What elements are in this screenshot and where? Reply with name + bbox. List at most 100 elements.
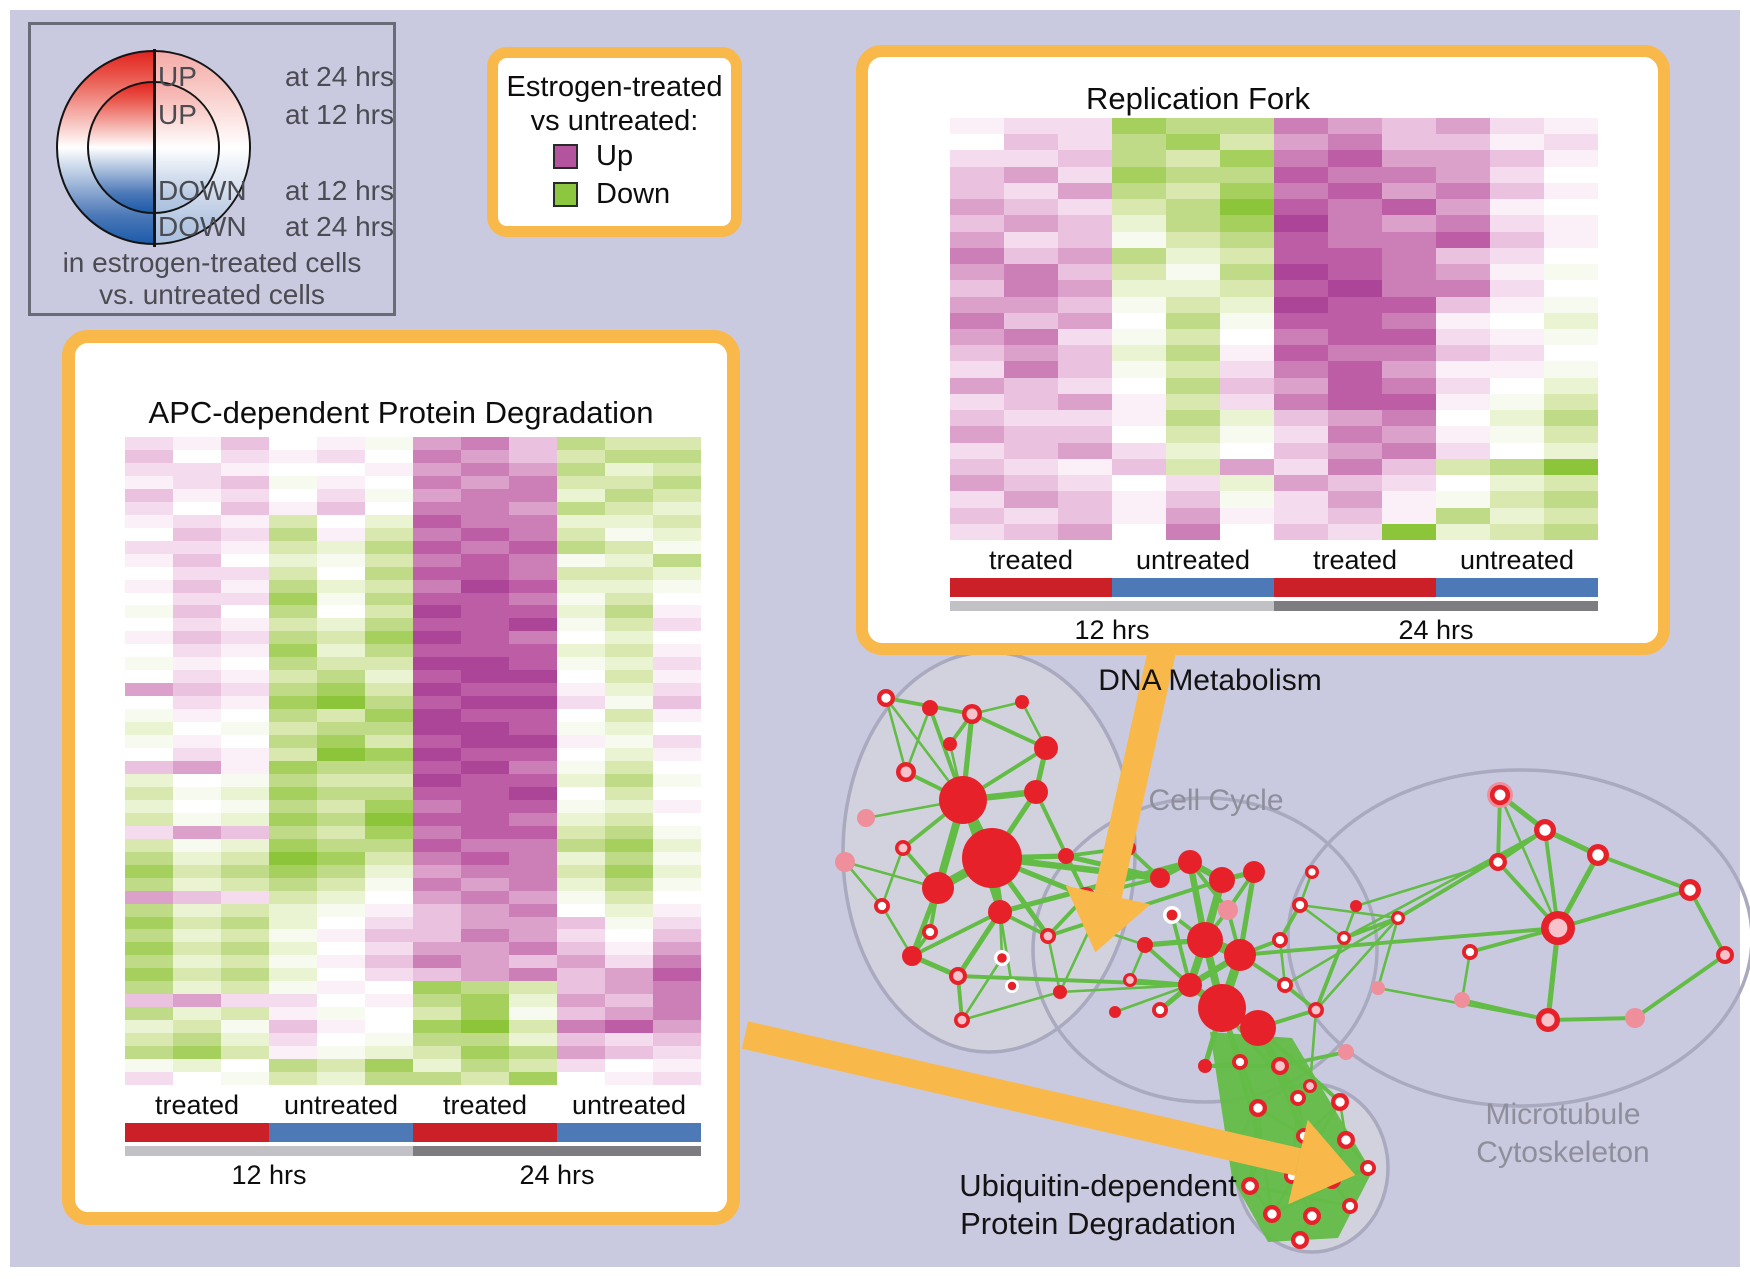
heatmap-cell (461, 851, 509, 865)
heatmap-cell (557, 1059, 605, 1073)
heatmap-cell (269, 709, 317, 723)
heatmap-cell (317, 851, 365, 865)
heatmap-cell (461, 761, 509, 774)
heatmap-cell (557, 501, 605, 515)
heatmap-cell (413, 566, 461, 580)
heatmap-cell (317, 942, 365, 956)
heatmap-cell (1004, 393, 1058, 411)
heatmap-cell (1544, 426, 1598, 443)
heatmap-cell (605, 657, 653, 671)
heatmap-cell (365, 696, 413, 710)
heatmap-cell (605, 942, 653, 956)
heatmap-cell (365, 748, 413, 761)
heatmap-cell (605, 968, 653, 982)
heatmap-cell (173, 605, 221, 619)
heatmap-cell (269, 437, 317, 450)
heatmap-cell (509, 955, 557, 969)
apc-condition-bars (125, 1123, 701, 1142)
heatmap-cell (269, 916, 317, 930)
heatmap-cell (605, 955, 653, 969)
heatmap-cell (1328, 377, 1382, 394)
heatmap-cell (1382, 507, 1436, 524)
heatmap-cell (461, 449, 509, 463)
heatmap-cell (557, 903, 605, 917)
heatmap-cell (413, 657, 461, 671)
heatmap-cell (269, 942, 317, 956)
ubiquitin-label-line2: Protein Degradation (960, 1206, 1236, 1241)
heatmap-cell (221, 864, 269, 878)
heatmap-cell (269, 488, 317, 502)
heatmap-cell (950, 215, 1004, 232)
heatmap-cell (461, 722, 509, 736)
heatmap-cell (1490, 182, 1544, 200)
heatmap-cell (461, 1033, 509, 1047)
heatmap-cell (125, 540, 173, 554)
heatmap-cell (1436, 199, 1490, 216)
heatmap-cell (1274, 150, 1328, 167)
heatmap-cell (1166, 426, 1220, 443)
heatmap-cell (317, 773, 365, 787)
heatmap-cell (509, 981, 557, 995)
heatmap-cell (125, 812, 173, 826)
heatmap-cell (125, 773, 173, 787)
heatmap-cell (557, 514, 605, 528)
heatmap-cell (1274, 182, 1328, 200)
heatmap-cell (605, 462, 653, 476)
heatmap-cell (221, 540, 269, 554)
heatmap-cell (1436, 264, 1490, 281)
heatmap-cell (365, 553, 413, 567)
heatmap-cell (653, 761, 701, 774)
heatmap-cell (173, 773, 221, 787)
legend-item-up: Up (498, 140, 731, 176)
heatmap-cell (125, 864, 173, 878)
heatmap-cell (653, 825, 701, 839)
heatmap-cell (605, 553, 653, 567)
heatmap-cell (605, 1033, 653, 1047)
heatmap-cell (1436, 215, 1490, 232)
heatmap-cell (413, 644, 461, 658)
rf-time-labels: 12 hrs 24 hrs (950, 615, 1598, 646)
heatmap-cell (125, 670, 173, 684)
heatmap-cell (1112, 182, 1166, 200)
heatmap-cell (365, 579, 413, 593)
heatmap-cell (509, 1007, 557, 1021)
heatmap-cell (173, 916, 221, 930)
heatmap-cell (1544, 361, 1598, 378)
heatmap-cell (173, 890, 221, 904)
heatmap-cell (1328, 393, 1382, 411)
heatmap-cell (365, 981, 413, 995)
heatmap-cell (1058, 329, 1112, 346)
heatmap-cell (413, 1046, 461, 1060)
rf-group-labels: treated untreated treated untreated (950, 545, 1598, 576)
heatmap-cell (173, 851, 221, 865)
ring-label-direction: DOWN (158, 175, 247, 206)
heatmap-cell (1220, 523, 1274, 540)
heatmap-cell (605, 449, 653, 463)
heatmap-cell (1166, 296, 1220, 313)
heatmap-cell (269, 825, 317, 839)
apc-panel: APC-dependent Protein Degradation treate… (62, 330, 740, 1225)
heatmap-cell (1490, 361, 1544, 378)
heatmap-cell (605, 605, 653, 619)
heatmap-cell (125, 903, 173, 917)
heatmap-cell (653, 592, 701, 606)
heatmap-cell (653, 488, 701, 502)
heatmap-cell (605, 709, 653, 723)
heatmap-cell (653, 709, 701, 723)
heatmap-cell (1544, 393, 1598, 411)
heatmap-cell (269, 773, 317, 787)
heatmap-cell (509, 618, 557, 632)
heatmap-cell (1274, 426, 1328, 443)
heatmap-cell (950, 507, 1004, 524)
heatmap-cell (461, 929, 509, 943)
heatmap-cell (950, 475, 1004, 492)
ring-label-time: at 24 hrs (285, 211, 394, 242)
heatmap-cell (173, 981, 221, 995)
heatmap-cell (461, 1020, 509, 1034)
heatmap-cell (950, 329, 1004, 346)
heatmap-cell (317, 916, 365, 930)
heatmap-cell (269, 592, 317, 606)
heatmap-cell (605, 579, 653, 593)
heatmap-cell (950, 199, 1004, 216)
heatmap-cell (1274, 166, 1328, 183)
